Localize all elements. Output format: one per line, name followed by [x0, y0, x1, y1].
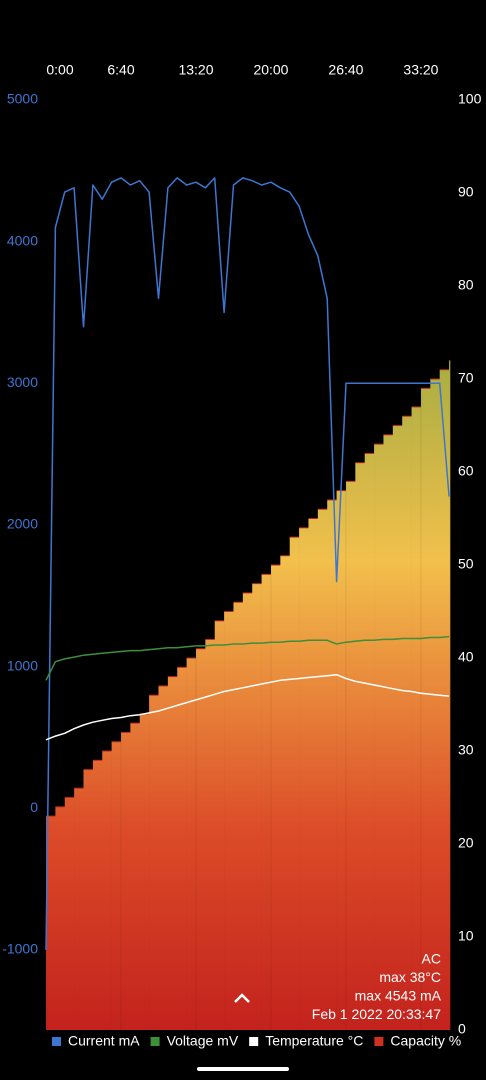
capacity-step [420, 388, 431, 1030]
x-tick-label: 33:20 [403, 62, 438, 78]
annotation: max 4543 mA [355, 988, 442, 1004]
y2-tick-label: 20 [458, 835, 474, 851]
y-tick-label: -1000 [2, 941, 38, 957]
capacity-step [186, 658, 197, 1030]
capacity-step [102, 751, 112, 1030]
capacity-step [64, 797, 75, 1030]
legend-label: Voltage mV [167, 1033, 239, 1049]
capacity-step [345, 481, 356, 1030]
capacity-step [195, 648, 206, 1030]
capacity-step [402, 416, 412, 1030]
legend-label: Capacity % [390, 1033, 461, 1049]
capacity-step [439, 369, 450, 1030]
y2-tick-label: 50 [458, 556, 474, 572]
x-tick-label: 0:00 [46, 62, 73, 78]
capacity-step [233, 602, 244, 1030]
capacity-step [205, 639, 216, 1030]
y2-tick-label: 60 [458, 463, 474, 479]
capacity-step [411, 406, 422, 1030]
x-tick-label: 6:40 [107, 62, 134, 78]
capacity-step [120, 732, 131, 1030]
capacity-step [383, 434, 394, 1030]
series-line [45, 673, 450, 741]
capacity-step [139, 713, 150, 1030]
x-tick-label: 26:40 [328, 62, 363, 78]
capacity-step [214, 620, 225, 1030]
capacity-step [317, 509, 328, 1030]
y2-tick-label: 100 [458, 91, 482, 107]
capacity-step [252, 583, 262, 1030]
capacity-step [224, 611, 234, 1030]
y2-tick-label: 10 [458, 928, 474, 944]
capacity-step [280, 555, 291, 1030]
capacity-step [46, 816, 56, 1030]
capacity-step [327, 499, 337, 1030]
y-tick-label: 0 [30, 799, 38, 815]
capacity-step [270, 565, 281, 1030]
capacity-step [92, 760, 103, 1030]
capacity-step [430, 379, 440, 1030]
capacity-step [242, 592, 253, 1030]
capacity-step [392, 425, 403, 1030]
capacity-step [336, 490, 347, 1031]
y-tick-label: 2000 [7, 516, 38, 532]
y-tick-label: 4000 [7, 232, 38, 248]
capacity-step [289, 537, 300, 1030]
x-tick-label: 13:20 [178, 62, 213, 78]
capacity-step [261, 574, 272, 1030]
capacity-step [83, 769, 94, 1030]
capacity-step [130, 723, 141, 1030]
home-indicator[interactable] [197, 1067, 289, 1071]
capacity-step [177, 667, 187, 1030]
capacity-step [374, 444, 384, 1031]
capacity-step [55, 806, 66, 1030]
capacity-step [364, 453, 375, 1030]
y2-tick-label: 70 [458, 370, 474, 386]
y-tick-label: 5000 [7, 91, 38, 107]
capacity-step [167, 676, 178, 1030]
capacity-step [111, 741, 122, 1030]
series-line [45, 635, 450, 681]
capacity-step [449, 360, 451, 1030]
capacity-step [308, 518, 319, 1030]
y-tick-label: 3000 [7, 374, 38, 390]
y2-tick-label: 30 [458, 742, 474, 758]
plot-area [45, 100, 451, 1031]
legend-label: Current mA [68, 1033, 140, 1049]
y2-tick-label: 0 [458, 1021, 466, 1037]
x-tick-label: 20:00 [253, 62, 288, 78]
capacity-step [74, 788, 84, 1030]
legend-swatch [52, 1037, 61, 1046]
capacity-step [299, 527, 309, 1030]
y2-tick-label: 40 [458, 649, 474, 665]
legend-label: Temperature °C [265, 1033, 363, 1049]
annotation: max 38°C [379, 969, 441, 985]
annotation: Feb 1 2022 20:33:47 [312, 1006, 441, 1022]
series-line [45, 177, 450, 951]
expand-chevron[interactable] [234, 993, 250, 1003]
capacity-step [158, 685, 169, 1030]
annotation: AC [422, 951, 441, 967]
capacity-step [149, 695, 159, 1030]
y2-tick-label: 90 [458, 184, 474, 200]
capacity-step [355, 462, 366, 1030]
legend-swatch [150, 1037, 160, 1046]
legend-swatch [249, 1037, 259, 1046]
legend-swatch [374, 1037, 384, 1046]
y-tick-label: 1000 [7, 657, 38, 673]
y2-tick-label: 80 [458, 277, 474, 293]
